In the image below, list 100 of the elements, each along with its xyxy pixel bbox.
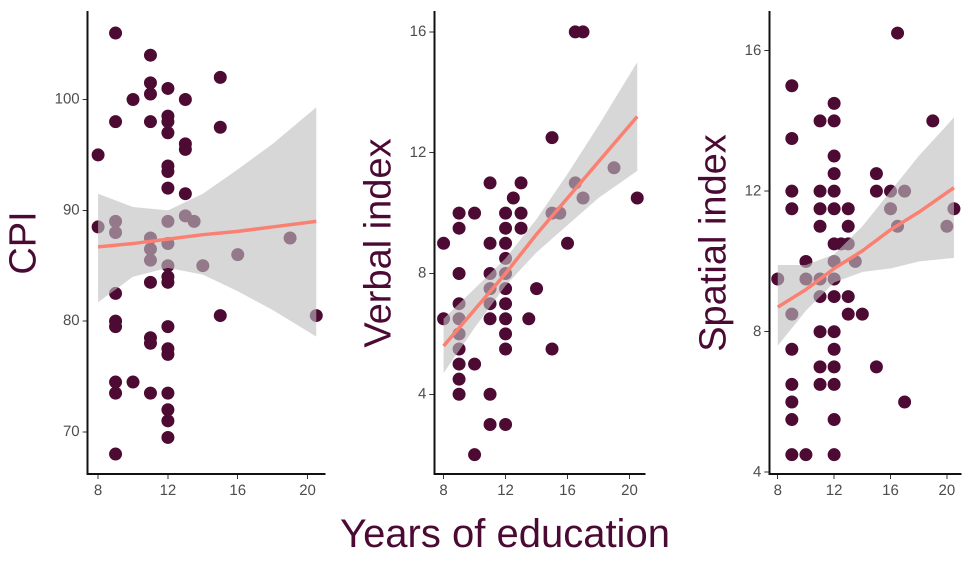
point [814, 360, 827, 374]
point [109, 386, 122, 400]
point [161, 214, 174, 228]
point [499, 206, 512, 220]
point [828, 413, 841, 426]
point [828, 360, 841, 374]
x-tick-label: 12 [160, 482, 176, 500]
point [499, 282, 512, 296]
point [109, 286, 122, 300]
point [452, 358, 466, 371]
point [310, 309, 323, 322]
point [926, 114, 940, 128]
y-tick-label: 12 [744, 182, 762, 200]
point [608, 161, 621, 174]
point [785, 378, 798, 391]
point [484, 176, 497, 190]
point [452, 388, 466, 401]
point [161, 430, 174, 444]
point [828, 202, 841, 216]
point [506, 192, 520, 205]
point [144, 386, 157, 400]
point [785, 79, 798, 92]
point [842, 202, 855, 216]
point [799, 272, 812, 286]
point [828, 272, 841, 286]
point [92, 148, 105, 162]
point [856, 308, 869, 321]
x-tick-label: 20 [938, 482, 956, 500]
point [126, 93, 140, 106]
point [109, 448, 122, 461]
point [814, 114, 827, 128]
point [814, 202, 827, 216]
point [452, 206, 466, 220]
point [484, 267, 497, 280]
point [785, 448, 798, 462]
y-tick-label: 100 [54, 90, 80, 108]
point [514, 222, 528, 235]
point [144, 242, 157, 256]
y-axis-title: Verbal index [357, 138, 400, 348]
point [484, 388, 497, 401]
point [214, 70, 227, 84]
point [576, 192, 590, 205]
point [814, 184, 827, 198]
y-tick-label: 4 [418, 385, 426, 402]
point [499, 297, 512, 310]
y-axis-title: CPI [2, 211, 44, 275]
point [484, 236, 497, 250]
x-tick-label: 20 [299, 482, 316, 500]
point [814, 325, 827, 338]
point [870, 184, 883, 198]
point [799, 254, 812, 268]
point [785, 342, 798, 356]
point [231, 248, 244, 262]
point [452, 267, 466, 280]
x-tick-label: 16 [559, 482, 576, 500]
point [828, 378, 841, 391]
point [452, 372, 466, 386]
point [828, 342, 841, 356]
point [452, 297, 466, 310]
point [785, 202, 798, 216]
point [514, 176, 528, 190]
point [514, 206, 528, 220]
point [468, 448, 482, 462]
point [785, 132, 798, 145]
point [828, 96, 841, 110]
y-tick-label: 16 [744, 42, 762, 59]
point [92, 220, 105, 234]
point [188, 214, 201, 228]
point [499, 327, 512, 340]
point [499, 418, 512, 431]
point [785, 395, 798, 408]
point [785, 413, 798, 426]
point [499, 312, 512, 326]
point [842, 220, 855, 233]
point [884, 202, 898, 216]
point [785, 308, 798, 321]
y-tick-label: 80 [62, 312, 80, 330]
point [144, 48, 157, 62]
point [161, 403, 174, 416]
y-tick-label: 16 [410, 23, 426, 40]
point [828, 114, 841, 128]
point [214, 309, 227, 322]
y-tick-label: 4 [752, 463, 762, 480]
point [178, 187, 192, 200]
y-tick-label: 8 [418, 264, 426, 282]
point [828, 167, 841, 180]
point [814, 290, 827, 304]
x-tick-label: 8 [774, 482, 782, 500]
point [178, 93, 192, 106]
point [161, 126, 174, 140]
x-tick-label: 12 [497, 482, 514, 500]
point [884, 184, 898, 198]
point [126, 376, 140, 389]
point [870, 167, 883, 180]
point [109, 26, 122, 40]
point [109, 226, 122, 239]
x-tick-label: 8 [94, 482, 102, 500]
point [484, 297, 497, 310]
point [870, 360, 883, 374]
point [546, 131, 559, 144]
